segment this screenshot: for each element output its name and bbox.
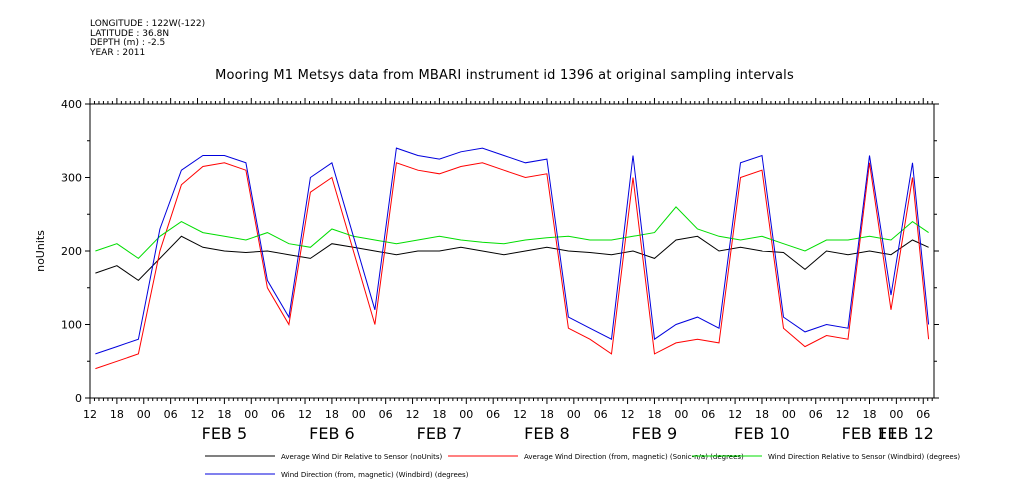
y-tick-label: 200: [61, 245, 82, 258]
x-tick-label: 06: [594, 408, 608, 421]
series-line-3: [95, 147, 930, 355]
x-tick-label: 12: [298, 408, 312, 421]
x-tick-label: 00: [244, 408, 258, 421]
x-tick-label: 18: [325, 408, 339, 421]
x-tick-label: 12: [621, 408, 635, 421]
legend-label: Wind Direction (from, magnetic) (Windbir…: [281, 471, 469, 479]
legend-label: Average Wind Dir Relative to Sensor (noU…: [281, 453, 442, 461]
y-tick-label: 300: [61, 172, 82, 185]
y-tick-label: 400: [61, 98, 82, 111]
x-tick-label: 00: [567, 408, 581, 421]
x-tick-label: 12: [83, 408, 97, 421]
day-label: FEB 6: [309, 424, 355, 443]
x-tick-label: 06: [916, 408, 930, 421]
plot-frame: [89, 103, 935, 399]
x-tick-label: 12: [836, 408, 850, 421]
x-tick-label: 12: [513, 408, 527, 421]
y-tick-label: 100: [61, 319, 82, 332]
x-tick-label: 06: [164, 408, 178, 421]
day-label: FEB 7: [417, 424, 463, 443]
x-tick-label: 06: [486, 408, 500, 421]
x-tick-label: 18: [217, 408, 231, 421]
legend: Average Wind Dir Relative to Sensor (noU…: [205, 453, 960, 479]
x-tick-label: 00: [889, 408, 903, 421]
y-tick-label: 0: [75, 392, 82, 405]
x-tick-label: 06: [809, 408, 823, 421]
chart-title: Mooring M1 Metsys data from MBARI instru…: [215, 68, 794, 83]
x-tick-label: 18: [540, 408, 554, 421]
day-label: FEB 5: [202, 424, 248, 443]
x-tick-label: 06: [701, 408, 715, 421]
longitude-label: LONGITUDE : 122W(-122): [90, 19, 206, 29]
series-layer: [95, 147, 930, 370]
x-tick-label: 12: [406, 408, 420, 421]
x-tick-label: 18: [862, 408, 876, 421]
axes-layer: [89, 103, 935, 399]
x-tick-label: 12: [728, 408, 742, 421]
x-tick-label: 00: [137, 408, 151, 421]
depth-label: DEPTH (m) : -2.5: [90, 38, 166, 48]
x-tick-label: 12: [191, 408, 205, 421]
x-tick-label: 18: [110, 408, 124, 421]
day-label: FEB 10: [734, 424, 790, 443]
legend-label: Wind Direction Relative to Sensor (Windb…: [768, 453, 960, 461]
latitude-label: LATITUDE : 36.8N: [90, 28, 170, 39]
x-tick-label: 06: [379, 408, 393, 421]
metadata-block: LONGITUDE : 122W(-122) LATITUDE : 36.8N …: [90, 19, 206, 58]
y-axis-label: noUnits: [34, 230, 47, 272]
x-tick-label: 18: [755, 408, 769, 421]
day-label: FEB 9: [632, 424, 678, 443]
legend-label: Average Wind Direction (from, magnetic) …: [524, 453, 744, 461]
series-line-1: [95, 162, 930, 370]
x-tick-label: 00: [352, 408, 366, 421]
day-label: FEB 8: [524, 424, 570, 443]
x-tick-label: 00: [674, 408, 688, 421]
day-label: FEB 11: [842, 424, 898, 443]
x-tick-label: 18: [647, 408, 661, 421]
x-tick-label: 18: [432, 408, 446, 421]
x-tick-label: 00: [782, 408, 796, 421]
x-tick-label: 06: [271, 408, 285, 421]
ticks-layer: 0 100 200 300 400 12 18 00 06 12 18 00 06 12 18 00 06 12 1…: [61, 98, 939, 443]
series-line-2: [95, 206, 929, 260]
series-line-0: [95, 235, 929, 282]
year-label: YEAR : 2011: [90, 47, 146, 58]
x-tick-label: 00: [459, 408, 473, 421]
day-label: FEB 12: [878, 424, 934, 443]
